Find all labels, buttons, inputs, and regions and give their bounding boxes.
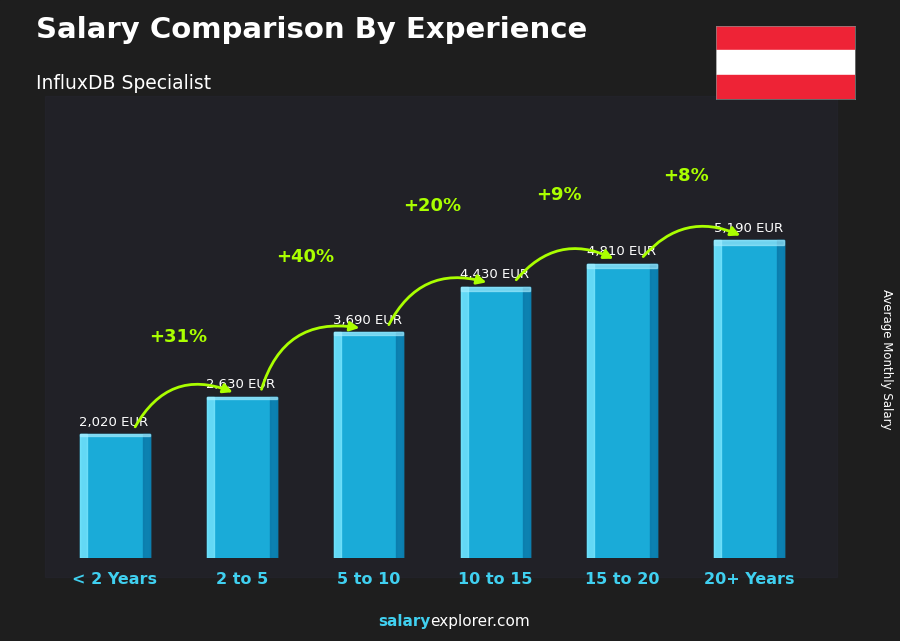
- Bar: [715, 240, 784, 558]
- Bar: [461, 287, 530, 291]
- Bar: [588, 263, 657, 558]
- Bar: [716, 26, 855, 51]
- Bar: [715, 240, 721, 558]
- Bar: [334, 332, 403, 335]
- Text: +8%: +8%: [663, 167, 708, 185]
- Bar: [588, 263, 657, 268]
- Bar: [80, 434, 87, 558]
- Bar: [716, 51, 855, 74]
- Bar: [334, 332, 403, 558]
- Text: 2,630 EUR: 2,630 EUR: [206, 378, 275, 392]
- Text: Average Monthly Salary: Average Monthly Salary: [880, 288, 893, 429]
- Bar: [80, 434, 149, 436]
- Text: 2,020 EUR: 2,020 EUR: [79, 415, 148, 429]
- Bar: [777, 240, 784, 558]
- Text: 5,190 EUR: 5,190 EUR: [714, 222, 783, 235]
- Text: 4,430 EUR: 4,430 EUR: [460, 269, 529, 281]
- Bar: [80, 434, 149, 558]
- Bar: [270, 397, 276, 558]
- Bar: [461, 287, 467, 558]
- Text: +31%: +31%: [149, 328, 207, 346]
- Text: explorer.com: explorer.com: [430, 615, 530, 629]
- Text: InfluxDB Specialist: InfluxDB Specialist: [36, 74, 211, 93]
- Bar: [716, 74, 855, 99]
- Text: +40%: +40%: [276, 248, 334, 266]
- Text: +20%: +20%: [403, 197, 461, 215]
- Bar: [397, 332, 403, 558]
- Bar: [588, 263, 594, 558]
- Bar: [334, 332, 340, 558]
- Text: salary: salary: [378, 615, 430, 629]
- Bar: [207, 397, 276, 558]
- Bar: [715, 240, 784, 245]
- Text: 4,810 EUR: 4,810 EUR: [587, 245, 656, 258]
- Text: +9%: +9%: [536, 186, 581, 204]
- Bar: [207, 397, 276, 399]
- Bar: [143, 434, 149, 558]
- Text: Salary Comparison By Experience: Salary Comparison By Experience: [36, 16, 587, 44]
- Bar: [650, 263, 657, 558]
- Bar: [45, 96, 837, 577]
- Bar: [207, 397, 214, 558]
- Bar: [524, 287, 530, 558]
- Bar: [461, 287, 530, 558]
- Text: 3,690 EUR: 3,690 EUR: [333, 313, 402, 326]
